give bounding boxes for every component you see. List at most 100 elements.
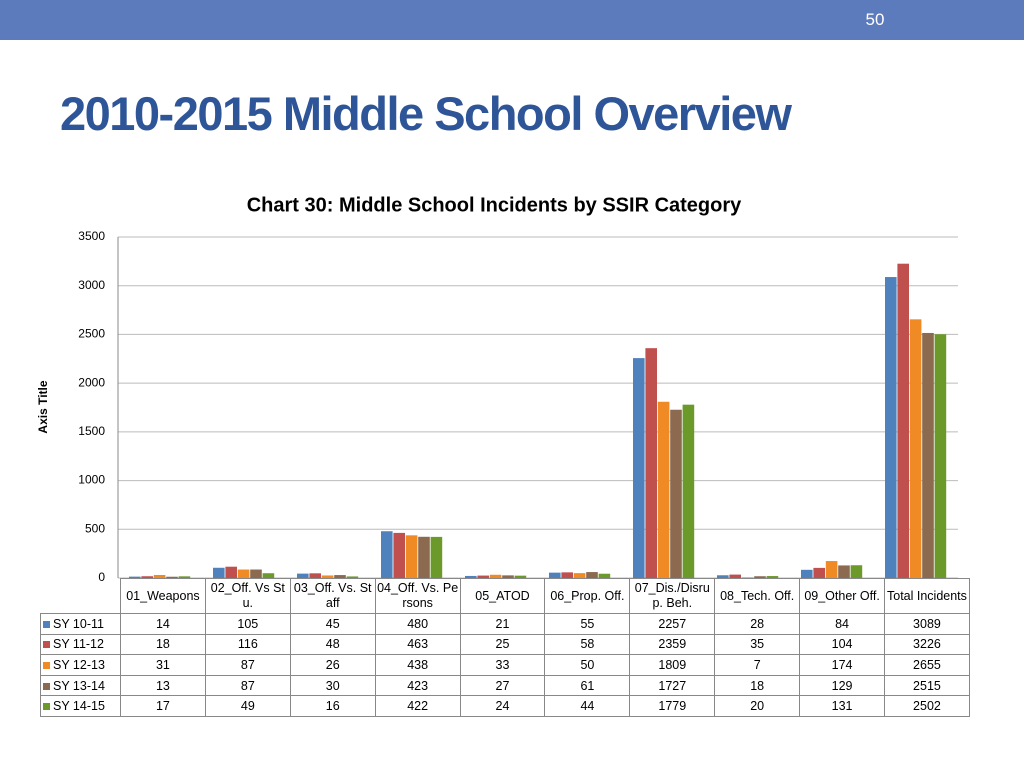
value-cell: 13	[120, 674, 206, 697]
bar	[598, 573, 611, 578]
value-cell: 25	[459, 633, 546, 656]
y-axis-title: Axis Title	[36, 380, 50, 433]
value-cell: 33	[459, 654, 546, 676]
bar	[309, 573, 321, 578]
bar	[682, 404, 695, 578]
bar	[897, 263, 909, 578]
category-label: 04_Off. Vs. Persons	[374, 578, 461, 614]
value-cell: 58	[544, 633, 631, 656]
bar	[129, 576, 141, 578]
bar	[297, 573, 309, 578]
value-cell: 50	[544, 654, 631, 676]
y-tick-label: 3500	[78, 229, 105, 243]
bar	[502, 575, 514, 578]
bar	[633, 358, 645, 578]
bar	[813, 567, 825, 578]
category-label: 03_Off. Vs. Staff	[289, 578, 376, 614]
value-cell: 45	[289, 613, 376, 635]
y-tick-label: 3000	[78, 278, 105, 292]
value-cell: 61	[544, 674, 631, 697]
value-cell: 27	[459, 674, 546, 697]
value-cell: 24	[459, 695, 546, 717]
bar	[514, 575, 527, 578]
bar	[334, 575, 346, 578]
bar	[237, 569, 250, 578]
value-cell: 14	[120, 613, 206, 635]
series-row: SY 10-11 14 105 45 480 21 55 2257 28 84 3089	[40, 613, 970, 635]
bar	[825, 561, 838, 578]
bar	[321, 575, 334, 578]
value-cell: 87	[204, 674, 291, 697]
value-cell: 30	[289, 674, 376, 697]
bar	[418, 536, 430, 578]
category-label: 09_Other Off.	[799, 578, 886, 614]
bar	[657, 401, 670, 578]
value-cell: 2655	[884, 654, 970, 676]
bar	[549, 572, 561, 578]
value-cell: 2502	[884, 695, 970, 717]
y-tick-label: 2500	[78, 327, 105, 341]
bar	[141, 576, 153, 578]
data-table: 01_Weapons 02_Off. Vs Stu. 03_Off. Vs. Sta…	[40, 578, 970, 717]
value-cell: 1779	[629, 695, 716, 717]
bar	[477, 575, 489, 578]
y-tick-label: 500	[85, 521, 105, 535]
value-cell: 3089	[884, 613, 970, 635]
series-row: SY 11-12 18 116 48 463 25 58 2359 35 104 3226	[40, 633, 970, 656]
category-label: Total Incidents	[884, 578, 970, 614]
legend-label: SY 11-12	[53, 637, 104, 652]
bar	[346, 576, 359, 578]
value-cell: 20	[714, 695, 801, 717]
category-label: 02_Off. Vs Stu.	[204, 578, 291, 614]
y-tick-label: 1000	[78, 473, 105, 487]
value-cell: 55	[544, 613, 631, 635]
legend-swatch	[43, 661, 50, 669]
legend-label: SY 12-13	[53, 657, 105, 672]
bar	[213, 567, 225, 578]
bar	[670, 409, 682, 578]
value-cell: 16	[289, 695, 376, 717]
legend-cell: SY 14-15	[40, 695, 121, 717]
value-cell: 2359	[629, 633, 716, 656]
value-cell: 105	[204, 613, 291, 635]
category-label: 08_Tech. Off.	[714, 578, 801, 614]
bar	[766, 576, 779, 578]
bar	[645, 348, 657, 578]
legend-swatch	[43, 682, 50, 690]
value-cell: 2257	[629, 613, 716, 635]
value-cell: 116	[204, 633, 291, 656]
value-cell: 2515	[884, 674, 970, 697]
category-label: 01_Weapons	[120, 578, 206, 614]
bar	[909, 319, 922, 578]
value-cell: 48	[289, 633, 376, 656]
category-label: 06_Prop. Off.	[544, 578, 631, 614]
bar	[885, 277, 897, 578]
value-cell: 463	[374, 633, 461, 656]
page-number: 50	[865, 10, 885, 29]
value-cell: 28	[714, 613, 801, 635]
bar	[153, 574, 166, 578]
legend-label: SY 14-15	[53, 699, 105, 714]
bar	[754, 576, 766, 578]
legend-cell: SY 13-14	[40, 674, 121, 697]
bar	[430, 536, 443, 578]
bar	[934, 334, 947, 578]
value-cell: 174	[799, 654, 886, 676]
value-cell: 17	[120, 695, 206, 717]
legend-swatch	[43, 703, 50, 711]
legend-cell: SY 11-12	[40, 633, 121, 656]
value-cell: 35	[714, 633, 801, 656]
legend-label: SY 10-11	[53, 616, 104, 631]
legend-cell: SY 10-11	[40, 613, 121, 635]
value-cell: 87	[204, 654, 291, 676]
legend-cell: SY 12-13	[40, 654, 121, 676]
value-cell: 422	[374, 695, 461, 717]
value-cell: 84	[799, 613, 886, 635]
bar	[465, 575, 477, 578]
bar	[838, 565, 850, 578]
value-cell: 21	[459, 613, 546, 635]
bar	[166, 576, 178, 578]
bar	[381, 531, 393, 578]
bar	[573, 573, 586, 578]
